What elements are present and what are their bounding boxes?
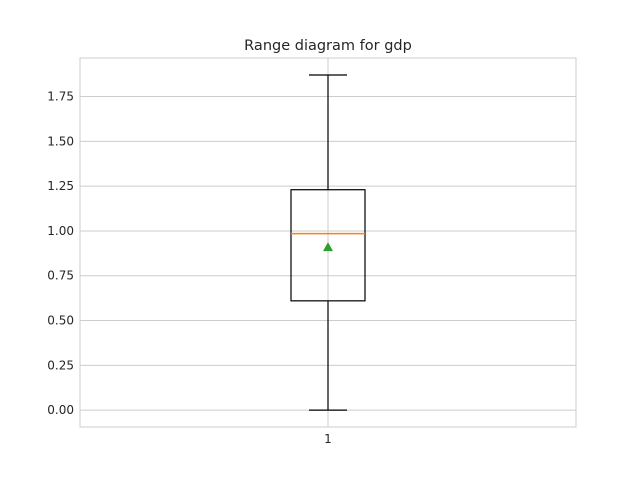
y-tick-label: 0.25 xyxy=(47,358,74,372)
x-tick-label: 1 xyxy=(324,432,332,446)
box-iqr xyxy=(290,189,366,302)
y-tick-label: 0.00 xyxy=(47,403,74,417)
y-tick-label: 0.75 xyxy=(47,269,74,283)
y-tick-label: 1.75 xyxy=(47,90,74,104)
tick-layer: 0.00 0.25 0.50 0.75 1.00 1.25 1.50 1.75 1 xyxy=(47,90,332,446)
y-tick-label: 1.25 xyxy=(47,179,74,193)
y-tick-label: 1.00 xyxy=(47,224,74,238)
y-tick-label: 0.50 xyxy=(47,314,74,328)
y-tick-label: 1.50 xyxy=(47,134,74,148)
chart-title: Range diagram for gdp xyxy=(244,38,412,54)
box-plot xyxy=(290,74,366,411)
mean-marker xyxy=(323,242,333,252)
plot-frame xyxy=(79,57,577,428)
box-layer xyxy=(290,74,366,411)
